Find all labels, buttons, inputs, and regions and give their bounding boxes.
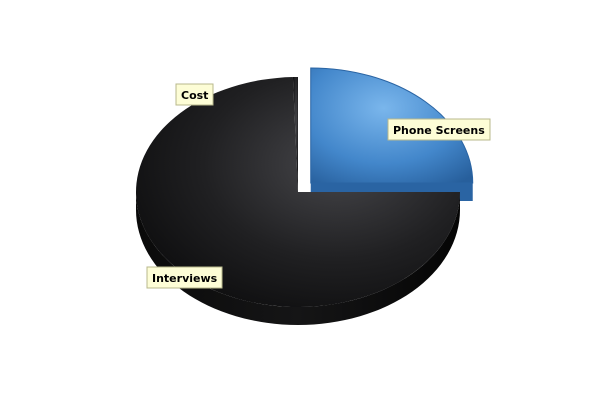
- slice-label-cost: Cost: [175, 83, 214, 106]
- slice-interviews[interactable]: [135, 77, 460, 307]
- slice-label-interviews: Interviews: [146, 266, 223, 289]
- slice-label-box-interviews: [146, 266, 223, 289]
- slice-label-text-interviews: Interviews: [152, 272, 218, 285]
- slice-cost[interactable]: [292, 77, 298, 192]
- slice-label-text-cost: Cost: [181, 89, 208, 102]
- slice-label-box-cost: [175, 83, 214, 106]
- slice-label-phone-screens: Phone Screens: [387, 118, 491, 141]
- slice-label-box-phone-screens: [387, 118, 491, 141]
- slice-side-interviews: [136, 192, 460, 325]
- slice-label-text-phone-screens: Phone Screens: [393, 124, 485, 137]
